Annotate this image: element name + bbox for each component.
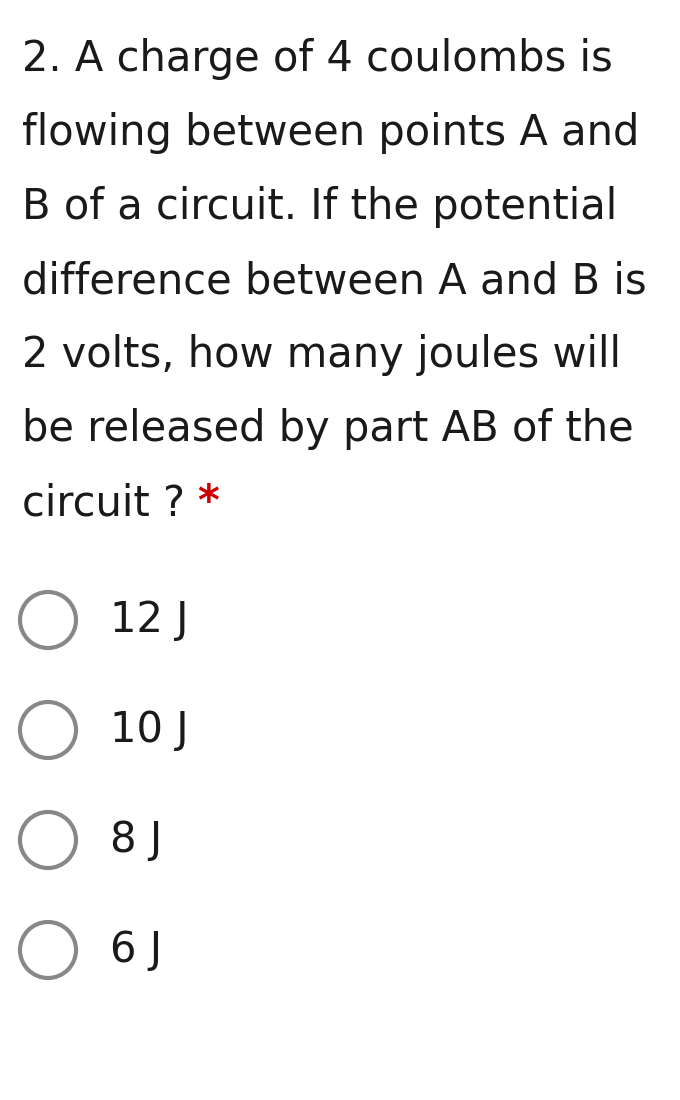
Text: 10 J: 10 J xyxy=(110,710,188,751)
Text: B of a circuit. If the potential: B of a circuit. If the potential xyxy=(22,186,617,228)
Text: flowing between points A and: flowing between points A and xyxy=(22,112,639,154)
Text: circuit ?: circuit ? xyxy=(22,482,199,524)
Text: 6 J: 6 J xyxy=(110,930,162,971)
Text: 12 J: 12 J xyxy=(110,600,188,641)
Text: 2. A charge of 4 coulombs is: 2. A charge of 4 coulombs is xyxy=(22,39,613,80)
Text: *: * xyxy=(197,482,219,524)
Text: 2 volts, how many joules will: 2 volts, how many joules will xyxy=(22,334,621,376)
Text: difference between A and B is: difference between A and B is xyxy=(22,260,647,302)
Text: 8 J: 8 J xyxy=(110,820,163,861)
Text: be released by part AB of the: be released by part AB of the xyxy=(22,408,634,450)
